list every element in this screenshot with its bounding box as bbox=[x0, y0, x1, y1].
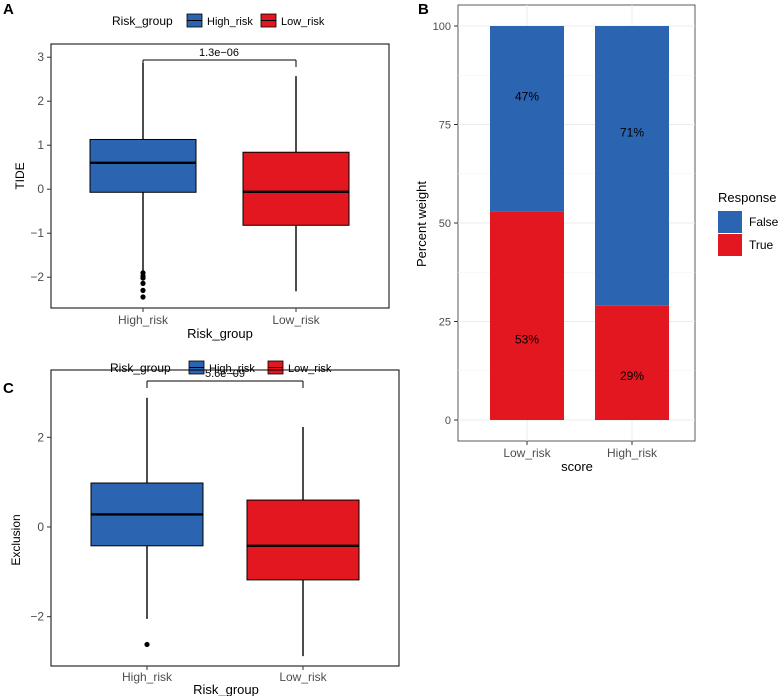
panel-a-significance-bracket bbox=[142, 59, 297, 67]
legend-a-key-low bbox=[260, 13, 277, 28]
panel-a-xtick-label-high: High_risk bbox=[118, 313, 169, 327]
panel-b-x-title: score bbox=[561, 459, 593, 474]
y-tick-label: −2 bbox=[30, 610, 44, 624]
outlier-point bbox=[140, 287, 146, 293]
panel-label-a: A bbox=[3, 1, 14, 18]
box-iqr bbox=[89, 138, 197, 193]
panel-b-xtick-label-low: Low_risk bbox=[503, 446, 551, 460]
legend-b-label-false: False bbox=[749, 215, 779, 229]
y-tick-label: 100 bbox=[433, 21, 451, 33]
y-tick-label: −1 bbox=[30, 226, 44, 240]
panel-c-significance-bracket bbox=[146, 380, 304, 388]
outlier-point bbox=[140, 275, 146, 281]
legend-b-key-false bbox=[718, 211, 742, 233]
box-high-risk bbox=[90, 397, 204, 648]
y-tick-label: 0 bbox=[37, 520, 44, 534]
box-iqr bbox=[242, 151, 350, 226]
legend-c-label-low: Low_risk bbox=[288, 363, 332, 375]
panel-c-boxes bbox=[90, 397, 360, 657]
bar-data-label: 53% bbox=[515, 333, 539, 347]
panel-c-border bbox=[50, 369, 400, 667]
legend-b-title: Response bbox=[718, 190, 777, 205]
panel-a-y-axis: −2 −1 0 1 2 3 bbox=[30, 50, 51, 284]
panel-c-exclusion-boxplot: Risk_group High_risk Low_risk −2 0 2 Exclu… bbox=[9, 360, 400, 696]
bar-data-label: 29% bbox=[620, 369, 644, 383]
outlier-point bbox=[144, 641, 150, 648]
y-tick-label: 2 bbox=[37, 430, 44, 444]
panel-a-y-title: TIDE bbox=[13, 162, 27, 189]
panel-c-xtick-label-low: Low_risk bbox=[279, 670, 327, 684]
panel-b-response-stacked-bar: 0 25 50 75 100 Percent weight 53% 47% 29% 71% L… bbox=[414, 4, 779, 474]
legend-a-title: Risk_group bbox=[112, 14, 173, 28]
bar-data-label: 47% bbox=[515, 89, 539, 103]
outlier-point bbox=[140, 280, 146, 286]
legend-c-key-high bbox=[188, 360, 205, 375]
panel-label-b: B bbox=[418, 1, 429, 18]
legend-a-label-low: Low_risk bbox=[281, 16, 325, 28]
legend-b-label-true: True bbox=[749, 238, 774, 252]
y-tick-label: 1 bbox=[37, 138, 44, 152]
bar-high-risk-true bbox=[595, 305, 669, 420]
panel-b-xtick-label-high: High_risk bbox=[607, 446, 658, 460]
y-tick-label: −2 bbox=[30, 270, 44, 284]
panel-a-border bbox=[50, 43, 390, 309]
panel-c-y-axis: −2 0 2 bbox=[30, 430, 51, 624]
bar-data-label: 71% bbox=[620, 125, 644, 139]
panel-b-y-axis: 0 25 50 75 100 bbox=[433, 21, 458, 427]
panel-b-y-title: Percent weight bbox=[414, 181, 429, 267]
bar-low-risk-true bbox=[490, 211, 564, 420]
panel-c-x-title: Risk_group bbox=[193, 682, 259, 696]
panel-a-boxes bbox=[89, 62, 350, 300]
box-low-risk bbox=[246, 426, 360, 657]
y-tick-label: 75 bbox=[439, 120, 451, 132]
panel-a-xtick-label-low: Low_risk bbox=[272, 313, 320, 327]
y-tick-label: 25 bbox=[439, 317, 451, 329]
legend-c-key-low bbox=[267, 360, 284, 375]
legend-a-label-high: High_risk bbox=[207, 16, 253, 28]
y-tick-label: 2 bbox=[37, 94, 44, 108]
panel-c-xtick-label-high: High_risk bbox=[122, 670, 173, 684]
panel-a-pvalue: 1.3e−06 bbox=[199, 47, 239, 59]
y-tick-label: 3 bbox=[37, 50, 44, 64]
y-tick-label: 50 bbox=[439, 218, 451, 230]
panel-a-tide-boxplot: Risk_group High_risk Low_risk −2 −1 0 1 2 3 T… bbox=[13, 13, 390, 341]
y-tick-label: 0 bbox=[445, 415, 451, 427]
bar-high-risk-false bbox=[595, 26, 669, 306]
bar-low-risk-false bbox=[490, 26, 564, 212]
box-low-risk bbox=[242, 76, 350, 292]
legend-c-title: Risk_group bbox=[110, 361, 171, 375]
panel-c-pvalue: 5.6e−09 bbox=[205, 368, 245, 380]
legend-c-label-high: High_risk bbox=[209, 363, 255, 375]
panel-a-x-title: Risk_group bbox=[187, 326, 253, 341]
y-tick-label: 0 bbox=[37, 182, 44, 196]
panel-label-c: C bbox=[3, 380, 14, 397]
panel-b-bars: 53% 47% 29% 71% bbox=[490, 26, 669, 420]
box-iqr bbox=[246, 499, 360, 581]
legend-b-key-true bbox=[718, 234, 742, 256]
legend-a-key-high bbox=[186, 13, 203, 28]
box-high-risk bbox=[89, 62, 197, 300]
panel-c-y-title: Exclusion bbox=[9, 514, 23, 565]
outlier-point bbox=[140, 294, 146, 300]
